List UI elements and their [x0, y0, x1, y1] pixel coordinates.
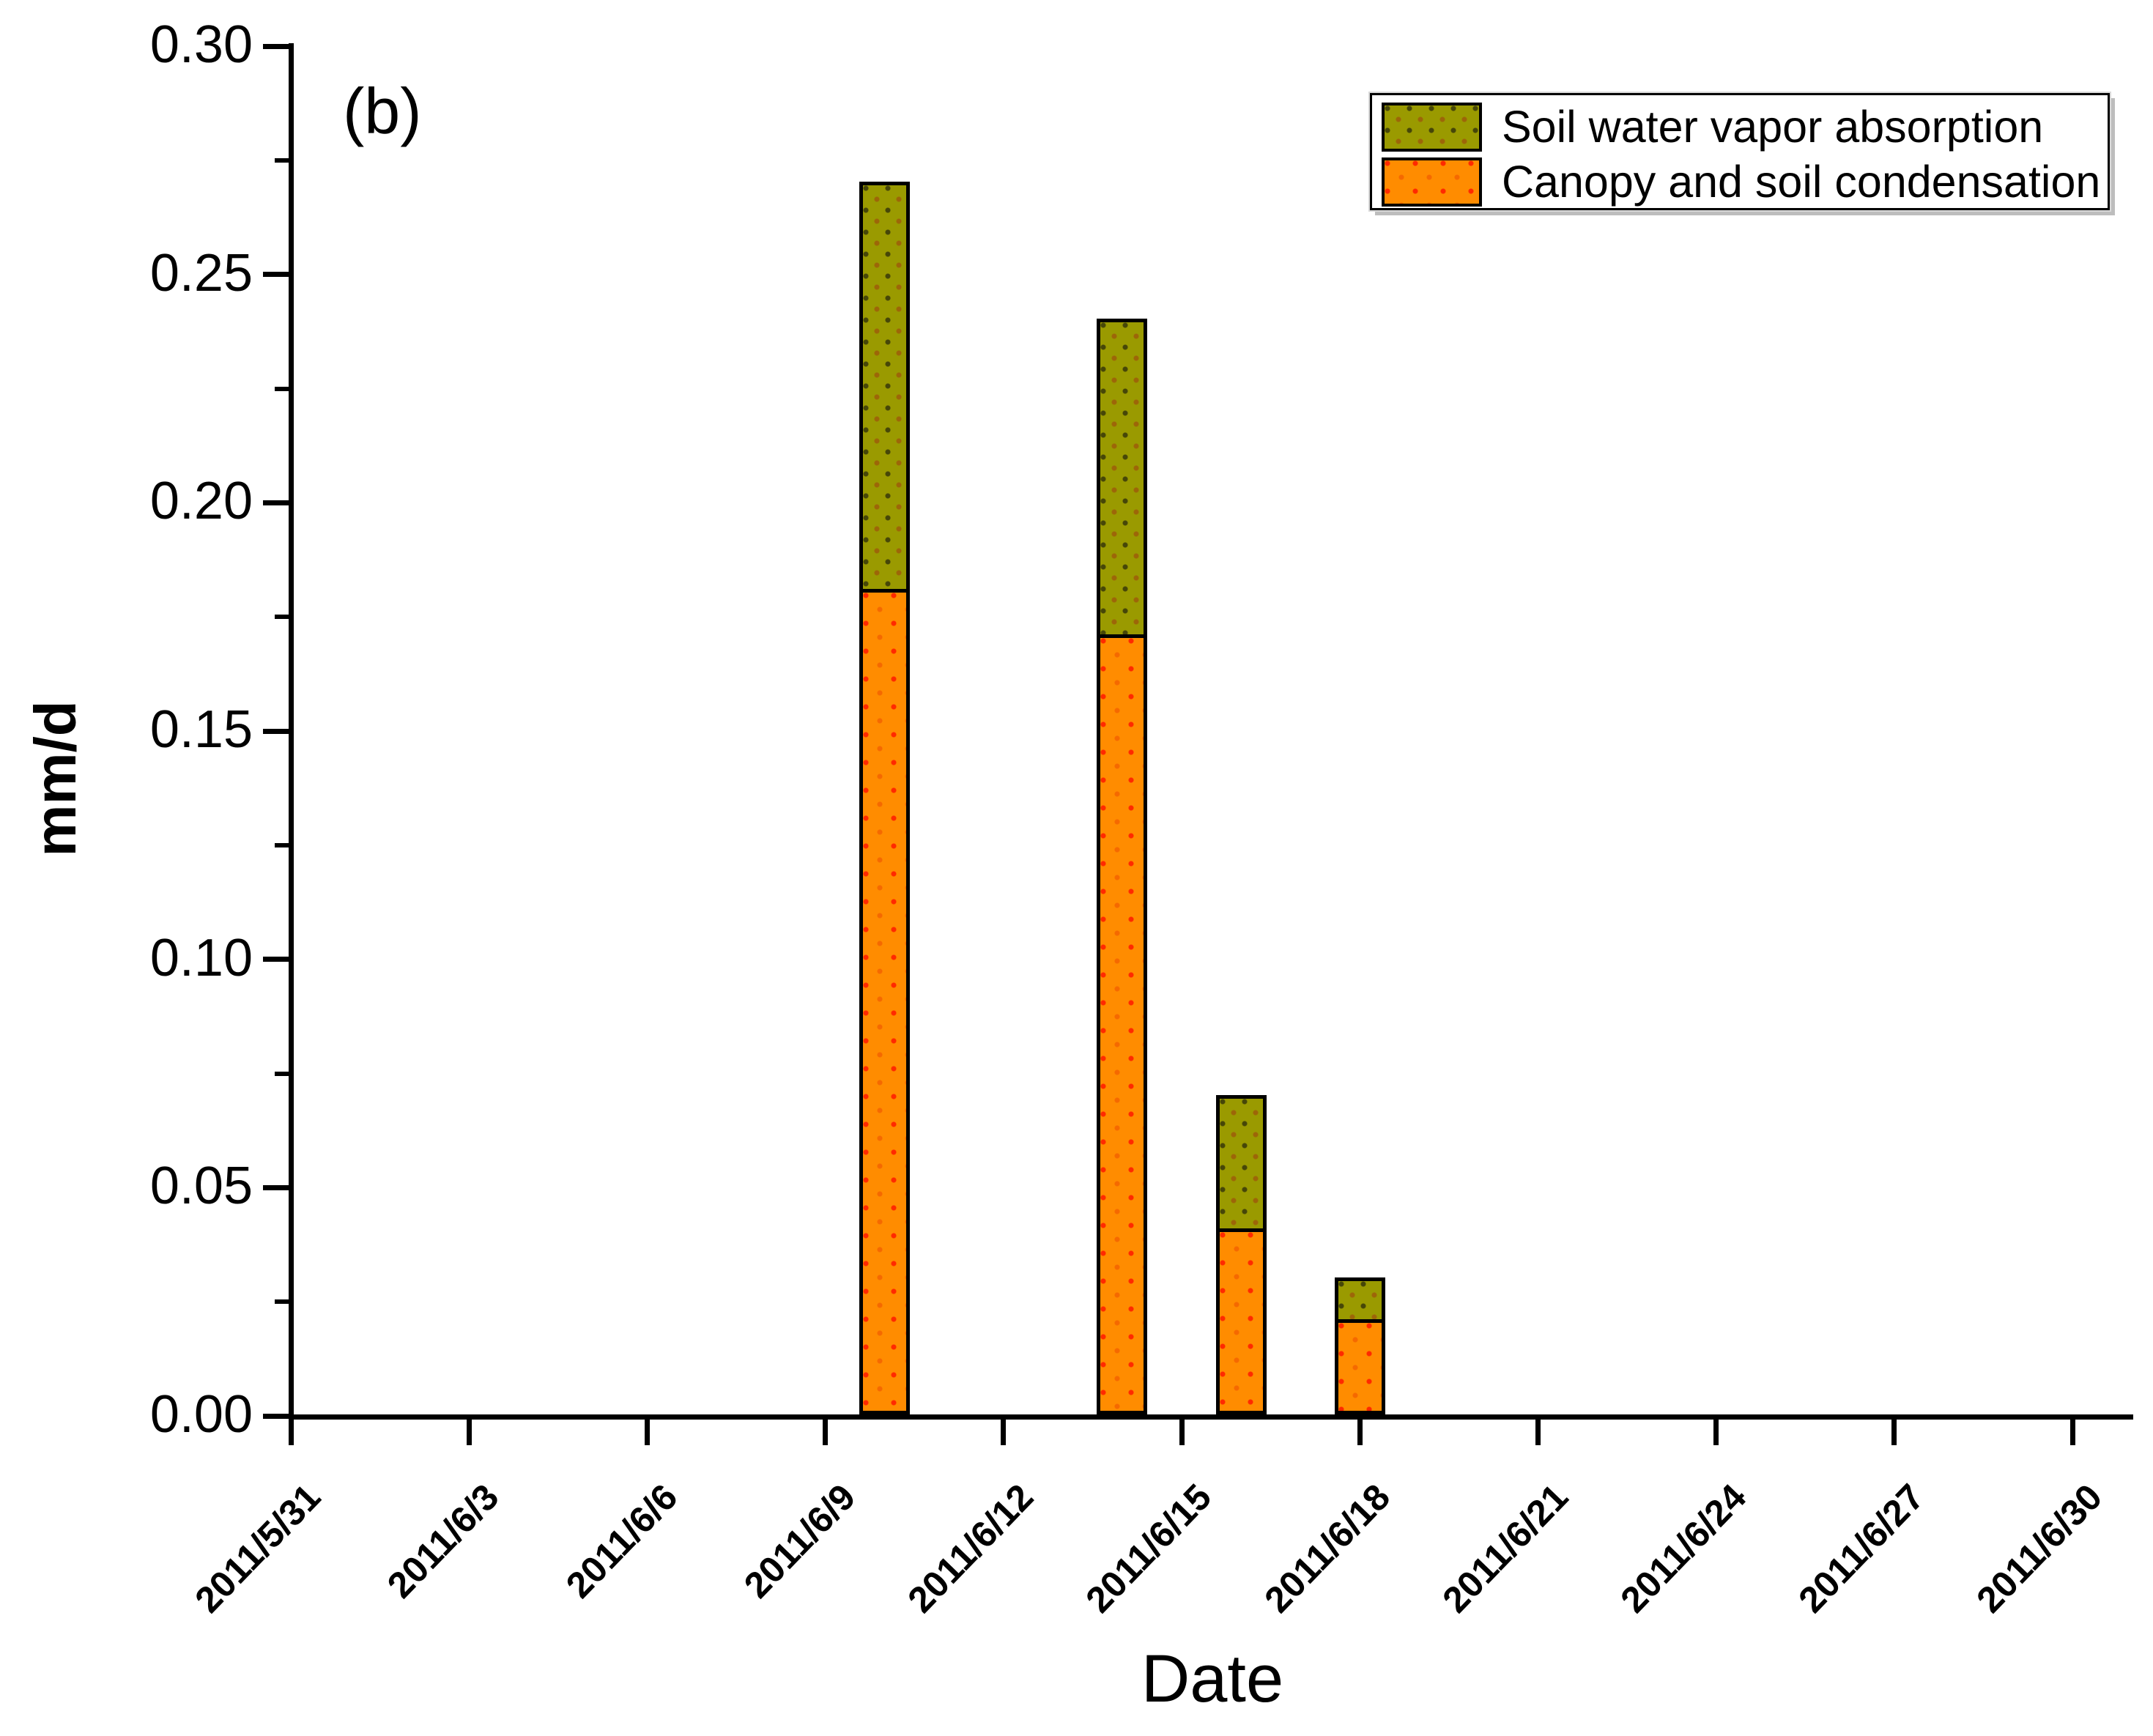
legend-label-condensation: Canopy and soil condensation: [1502, 157, 2101, 207]
x-axis-line: [289, 1414, 2133, 1420]
y-major-tick: [263, 500, 291, 505]
x-tick-label: 2011/6/3: [379, 1476, 507, 1606]
x-tick-label: 2011/6/24: [1612, 1476, 1754, 1621]
x-tick-label: 2011/6/21: [1434, 1476, 1576, 1621]
legend-swatch-absorption: [1382, 103, 1482, 152]
bar-segment-absorption: [1219, 1098, 1263, 1232]
y-minor-tick: [275, 842, 291, 847]
bar-2011/6/16: [1215, 1094, 1267, 1414]
y-tick-label: 0.10: [149, 928, 253, 987]
bar-segment-condensation: [1100, 638, 1144, 1411]
bar-segment-condensation: [1219, 1231, 1263, 1411]
x-tick: [644, 1417, 650, 1445]
x-tick: [1535, 1417, 1541, 1445]
x-tick-label: 2011/6/12: [900, 1476, 1042, 1621]
y-major-tick: [263, 1413, 291, 1419]
x-tick: [1357, 1417, 1363, 1445]
bar-segment-absorption: [863, 185, 907, 593]
legend-label-absorption: Soil water vapor absorption: [1502, 102, 2044, 152]
y-major-tick: [263, 728, 291, 734]
x-tick-label: 2011/6/27: [1790, 1476, 1932, 1621]
x-tick: [1891, 1417, 1897, 1445]
bar-segment-condensation: [1338, 1323, 1382, 1411]
x-tick: [466, 1417, 472, 1445]
x-tick-label: 2011/6/30: [1968, 1476, 2111, 1621]
bar-2011/6/18: [1334, 1277, 1385, 1414]
bar-segment-absorption: [1338, 1281, 1382, 1324]
legend-item-absorption: Soil water vapor absorption: [1382, 103, 2043, 152]
x-tick-label: 2011/6/6: [557, 1476, 685, 1606]
y-tick-label: 0.20: [149, 472, 253, 531]
x-tick-label: 2011/5/31: [187, 1476, 329, 1621]
legend-swatch-condensation: [1382, 157, 1482, 207]
panel-label: (b): [343, 75, 422, 147]
x-tick: [1713, 1417, 1719, 1445]
y-tick-label: 0.30: [149, 15, 253, 74]
y-tick-label: 0.25: [149, 243, 253, 303]
y-tick-label: 0.00: [149, 1385, 253, 1444]
x-tick: [823, 1417, 829, 1445]
x-tick: [2069, 1417, 2075, 1445]
y-minor-tick: [275, 615, 291, 620]
bar-segment-absorption: [1100, 322, 1144, 639]
bar-2011/6/10: [859, 182, 911, 1414]
y-axis-line: [289, 43, 294, 1420]
x-tick: [1179, 1417, 1185, 1445]
x-tick-label: 2011/6/15: [1078, 1476, 1220, 1621]
y-major-tick: [263, 272, 291, 278]
y-major-tick: [263, 1184, 291, 1190]
y-axis-title: mm/d: [23, 700, 88, 857]
y-major-tick: [263, 957, 291, 962]
legend: Soil water vapor absorption Canopy and s…: [1368, 92, 2111, 212]
y-minor-tick: [275, 386, 291, 391]
x-tick-label: 2011/6/9: [735, 1476, 864, 1606]
bar-segment-condensation: [863, 593, 907, 1411]
y-minor-tick: [275, 1299, 291, 1305]
x-tick: [288, 1417, 294, 1445]
y-minor-tick: [275, 157, 291, 163]
bar-2011/6/14: [1097, 319, 1148, 1414]
x-axis-title: Date: [1141, 1642, 1284, 1716]
y-minor-tick: [275, 1071, 291, 1076]
y-tick-label: 0.05: [149, 1157, 253, 1216]
x-tick-label: 2011/6/18: [1256, 1476, 1398, 1621]
x-tick: [1001, 1417, 1007, 1445]
y-tick-label: 0.15: [149, 700, 253, 759]
y-major-tick: [263, 43, 291, 49]
legend-item-condensation: Canopy and soil condensation: [1382, 157, 2100, 207]
